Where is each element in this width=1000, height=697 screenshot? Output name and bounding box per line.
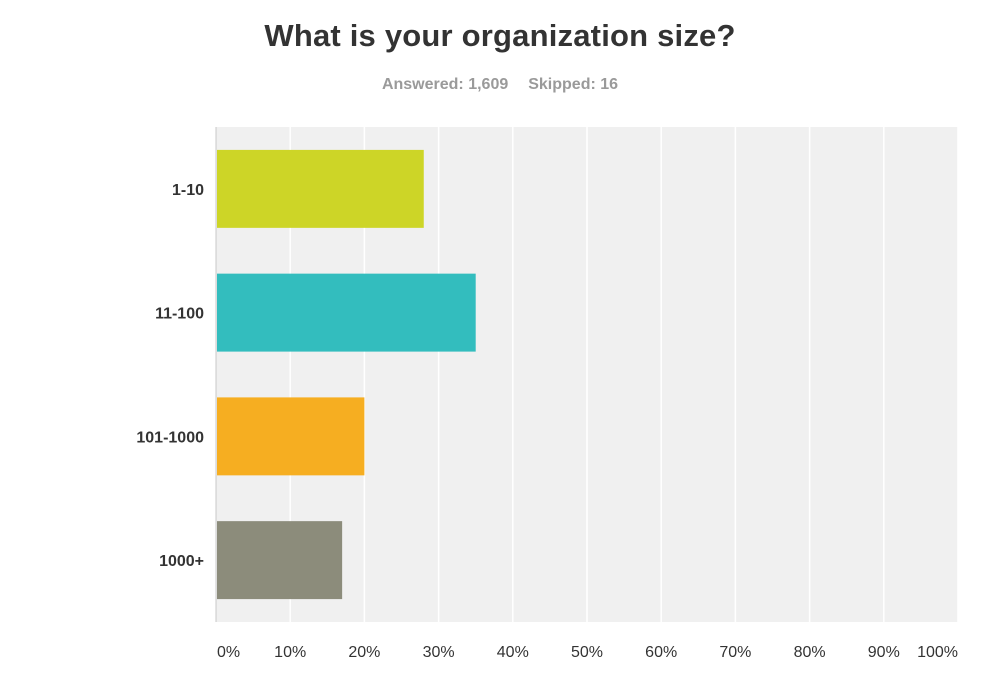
x-tick-label: 10% [274, 644, 306, 661]
bar-1-10[interactable] [217, 149, 424, 228]
x-tick-label: 20% [348, 644, 380, 661]
bars [217, 149, 476, 600]
x-tick-label: 50% [571, 644, 603, 661]
x-tick-label: 100% [917, 644, 958, 661]
bar-1000+[interactable] [217, 521, 343, 600]
x-tick-label: 80% [794, 644, 826, 661]
bar-11-100[interactable] [217, 273, 476, 352]
category-label: 11-100 [155, 306, 204, 323]
x-tick-labels: 0% 10% 20% 30% 40% 50% 60% 70% 80% 90% 100% [217, 644, 958, 661]
category-labels: 1-10 11-100 101-1000 1000+ [136, 182, 204, 570]
x-tick-label: 90% [868, 644, 900, 661]
category-label: 1-10 [172, 182, 204, 199]
x-tick-label: 0% [217, 644, 240, 661]
category-label: 101-1000 [136, 429, 204, 446]
chart-title: What is your organization size? [264, 18, 736, 53]
response-stats: Answered: 1,609 Skipped: 16 [0, 76, 1000, 94]
x-tick-label: 30% [423, 644, 455, 661]
answered-count: Answered: 1,609 [381, 76, 509, 93]
skipped-count: Skipped: 16 [528, 76, 619, 93]
x-tick-label: 60% [645, 644, 677, 661]
bar-101-1000[interactable] [217, 397, 365, 476]
x-tick-label: 40% [497, 644, 529, 661]
category-label: 1000+ [159, 553, 204, 570]
x-tick-label: 70% [719, 644, 751, 661]
